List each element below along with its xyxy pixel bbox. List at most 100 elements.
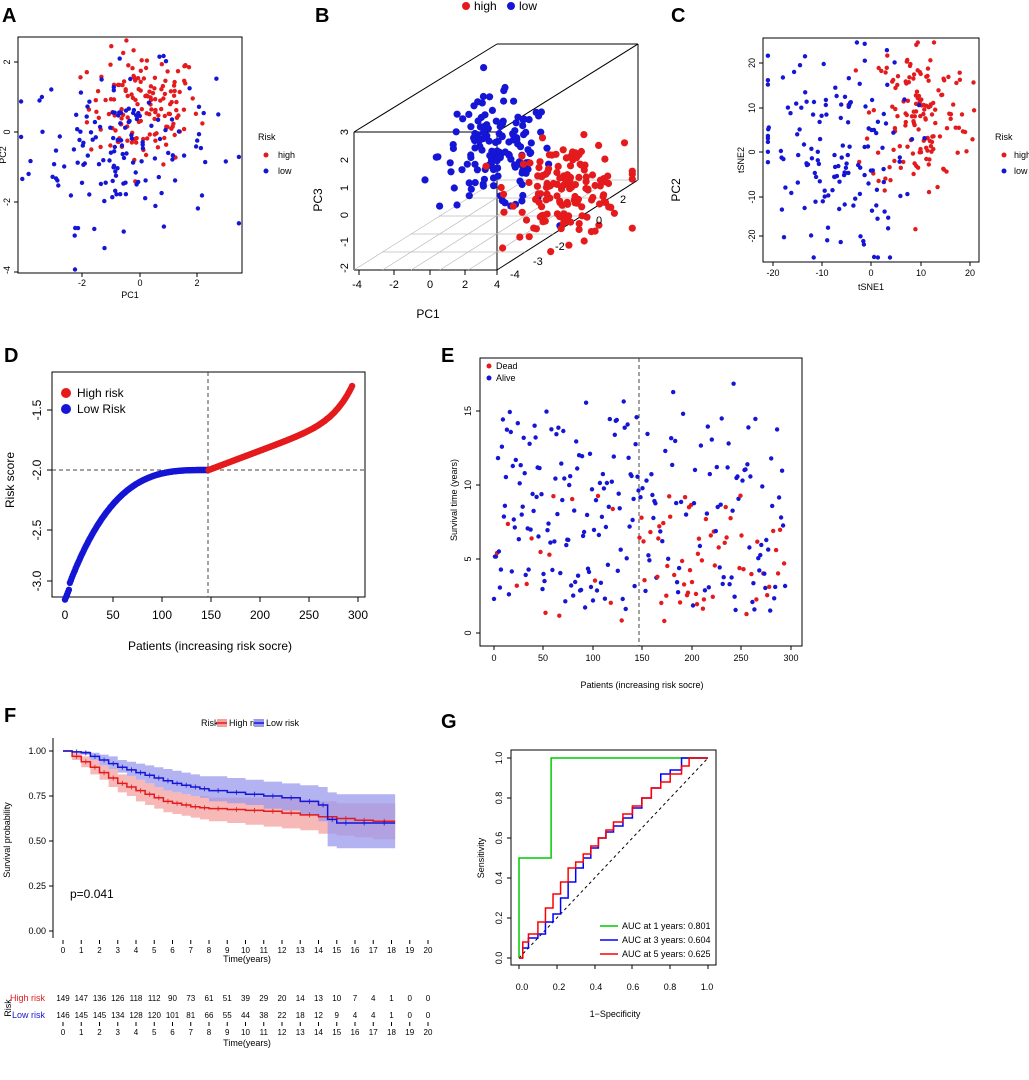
point-low <box>450 184 458 192</box>
point-alive <box>715 504 720 510</box>
point-alive <box>653 501 658 506</box>
y-tick-label: 0 <box>339 212 351 218</box>
point-alive <box>495 455 501 461</box>
point-low <box>825 238 830 243</box>
point-alive <box>776 495 782 500</box>
point-alive <box>614 417 619 423</box>
x-tick-label: 7 <box>189 946 194 955</box>
point-alive <box>634 415 639 420</box>
point-alive <box>611 454 616 459</box>
point-high <box>167 111 173 117</box>
point-alive <box>522 471 527 476</box>
point-high <box>162 91 168 97</box>
point-alive <box>603 524 609 530</box>
point-low <box>113 173 119 178</box>
point-alive <box>571 593 576 598</box>
point-alive <box>530 491 535 497</box>
point-high-risk <box>348 382 356 390</box>
x-tick-label: 10 <box>241 1028 250 1037</box>
point-high <box>141 76 147 81</box>
point-dead <box>738 493 743 498</box>
point-high <box>970 137 975 142</box>
point-low <box>781 235 787 240</box>
point-low <box>839 155 844 160</box>
point-low <box>854 40 860 45</box>
point-low <box>493 164 501 172</box>
point-high <box>905 98 911 104</box>
point-high <box>884 65 889 71</box>
point-high <box>911 72 917 77</box>
point-high <box>876 178 881 184</box>
legend-marker-low <box>507 2 515 10</box>
point-high <box>941 167 947 172</box>
legend-label-dead: Dead <box>496 361 518 371</box>
panel-d: D 0 50 100 150 200 250 300 -1.5 -2.0 -2.… <box>3 345 368 653</box>
point-dead <box>777 527 783 532</box>
y-axis-label-b: PC3 <box>311 188 325 212</box>
x-ticks-e: 0 50 100 150 200 250 300 <box>491 646 799 663</box>
point-low <box>93 135 99 140</box>
point-low <box>498 197 506 205</box>
x-tick-label: 100 <box>585 653 600 663</box>
point-high <box>566 173 574 182</box>
risk-table-cell: 55 <box>223 1011 232 1020</box>
point-low <box>811 99 817 105</box>
point-high <box>605 203 613 211</box>
point-alive <box>587 451 593 456</box>
point-dead <box>754 597 759 602</box>
point-low <box>832 174 837 179</box>
point-alive <box>691 501 697 506</box>
point-high <box>914 89 920 94</box>
point-high <box>912 122 917 128</box>
point-high <box>912 161 917 166</box>
y-tick-label: 0 <box>463 630 473 635</box>
point-low <box>479 182 487 190</box>
point-high <box>589 193 597 202</box>
point-low <box>459 115 467 123</box>
point-low <box>479 128 487 137</box>
point-high <box>108 143 113 148</box>
point-high <box>539 171 547 179</box>
points-d <box>61 382 356 603</box>
point-low <box>519 191 527 200</box>
x-tick-label: -10 <box>815 268 828 278</box>
point-low <box>68 193 74 198</box>
point-dead <box>514 583 519 588</box>
point-high <box>131 48 136 53</box>
point-alive <box>618 547 623 552</box>
x-tick-label: 4 <box>134 946 139 955</box>
point-alive <box>773 584 778 590</box>
panel-label-e: E <box>441 345 454 367</box>
point-low <box>74 112 79 118</box>
point-low <box>501 148 509 156</box>
point-low <box>80 143 86 148</box>
point-high <box>542 196 550 204</box>
y-axis-label-g: Sensitivity <box>476 837 486 878</box>
point-high <box>909 114 915 119</box>
point-high <box>115 82 121 88</box>
point-low <box>159 190 164 196</box>
point-low <box>809 156 815 161</box>
point-alive <box>575 466 580 471</box>
point-alive <box>566 537 571 543</box>
point-alive <box>660 539 665 544</box>
point-low <box>765 149 771 154</box>
point-low <box>57 134 62 139</box>
point-alive <box>666 556 671 561</box>
point-high <box>138 118 143 124</box>
point-low <box>153 203 158 209</box>
x-tick-label: 18 <box>387 946 396 955</box>
point-high <box>962 129 968 135</box>
x-tick-label: 19 <box>405 1028 414 1037</box>
point-low <box>500 97 508 105</box>
point-high <box>525 233 533 241</box>
risk-table-cells: 149 147 136 126 118 112 90 73 61 51 39 29 20 14 13 10 7 4… <box>56 994 430 1020</box>
y-tick-label: -3.0 <box>30 570 44 591</box>
point-dead <box>657 524 662 529</box>
point-low <box>467 151 475 159</box>
panel-label-b: B <box>315 5 329 27</box>
x-tick-label: 12 <box>278 1028 287 1037</box>
point-high <box>911 109 916 114</box>
point-low <box>507 155 515 163</box>
